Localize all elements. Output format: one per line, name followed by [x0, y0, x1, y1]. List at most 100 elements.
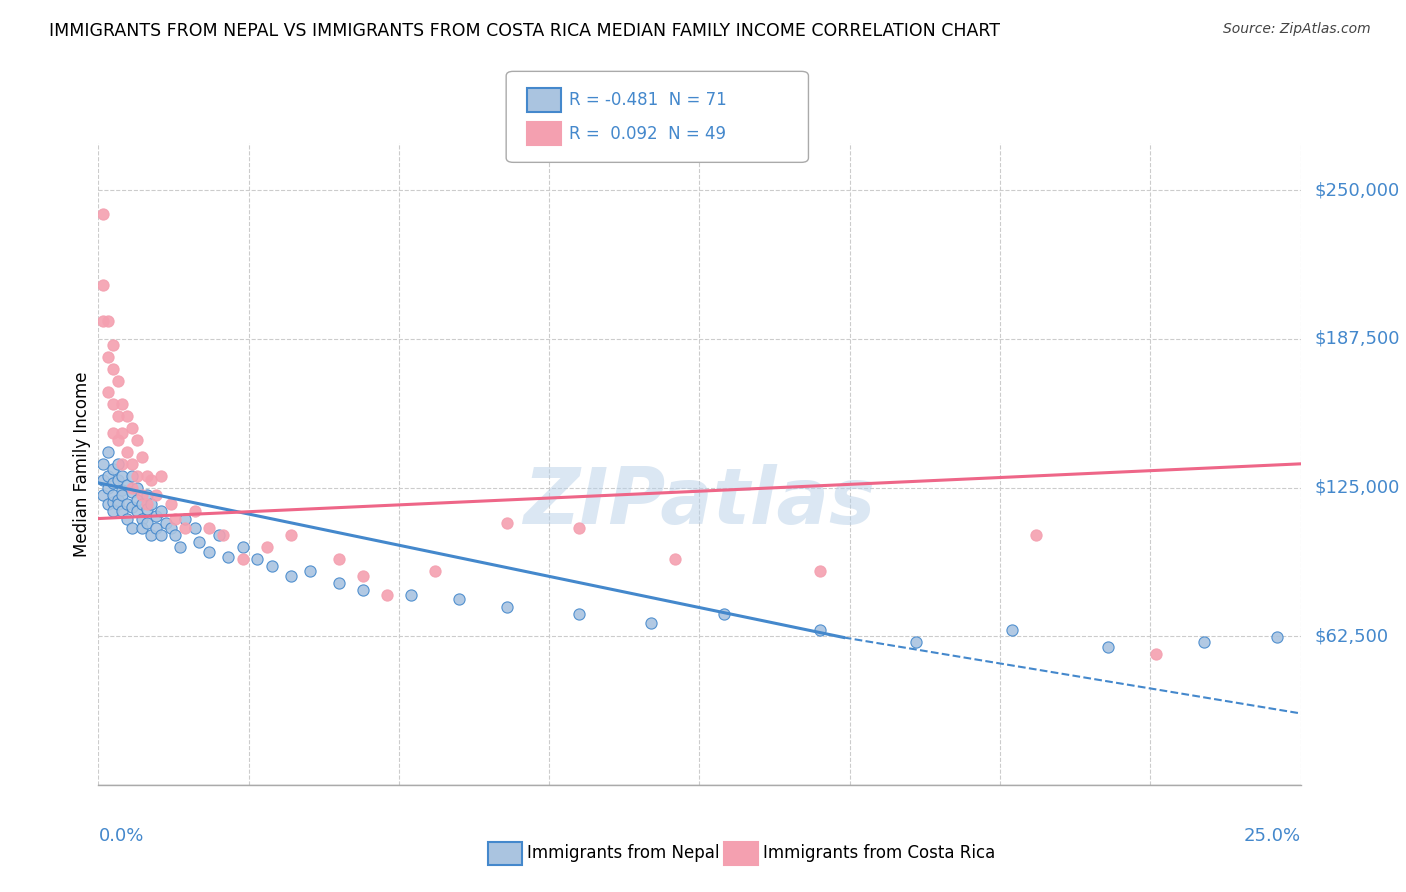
Point	[135, 468, 157, 483]
Point	[101, 397, 124, 411]
Point	[352, 568, 374, 582]
Point	[640, 616, 662, 631]
Point	[91, 457, 114, 471]
Point	[260, 559, 283, 574]
Point	[232, 552, 254, 566]
Point	[121, 421, 143, 435]
Point	[159, 497, 181, 511]
Point	[107, 492, 129, 507]
Point	[121, 457, 143, 471]
Point	[131, 450, 153, 464]
Point	[135, 497, 157, 511]
Point	[97, 468, 120, 483]
Point	[97, 497, 120, 511]
Point	[188, 535, 211, 549]
Point	[141, 528, 163, 542]
Point	[135, 516, 157, 531]
Point	[125, 433, 148, 447]
Point	[145, 488, 167, 502]
Point	[97, 350, 120, 364]
Point	[568, 607, 591, 621]
Point	[111, 397, 134, 411]
Text: 25.0%: 25.0%	[1243, 827, 1301, 845]
Point	[131, 511, 153, 525]
Point	[399, 588, 422, 602]
Text: $62,500: $62,500	[1315, 627, 1389, 645]
Point	[280, 568, 302, 582]
Point	[131, 488, 153, 502]
Point	[145, 509, 167, 524]
Point	[328, 552, 350, 566]
Point	[101, 495, 124, 509]
Point	[121, 468, 143, 483]
Text: R = -0.481  N = 71: R = -0.481 N = 71	[569, 91, 727, 109]
Point	[117, 445, 139, 459]
Point	[808, 624, 831, 638]
Point	[298, 564, 321, 578]
Point	[149, 504, 172, 518]
Point	[107, 374, 129, 388]
Point	[1265, 631, 1288, 645]
Point	[217, 549, 239, 564]
Point	[1097, 640, 1119, 654]
Point	[280, 528, 302, 542]
Point	[101, 461, 124, 475]
Point	[97, 445, 120, 459]
Point	[198, 545, 221, 559]
Point	[212, 528, 235, 542]
Point	[496, 599, 519, 614]
Text: R =  0.092  N = 49: R = 0.092 N = 49	[569, 125, 727, 143]
Point	[447, 592, 470, 607]
Point	[141, 474, 163, 488]
Point	[117, 478, 139, 492]
Point	[111, 483, 134, 497]
Point	[107, 474, 129, 488]
Point	[117, 409, 139, 424]
Point	[256, 540, 278, 554]
Point	[121, 521, 143, 535]
Point	[107, 409, 129, 424]
Point	[125, 504, 148, 518]
Point	[131, 521, 153, 535]
Point	[135, 488, 157, 502]
Point	[107, 457, 129, 471]
Point	[352, 582, 374, 597]
Point	[149, 528, 172, 542]
Point	[131, 497, 153, 511]
Point	[159, 521, 181, 535]
Text: $250,000: $250,000	[1315, 181, 1400, 199]
Point	[107, 433, 129, 447]
Text: ZIPatlas: ZIPatlas	[523, 465, 876, 541]
Point	[568, 521, 591, 535]
Point	[125, 481, 148, 495]
Point	[232, 540, 254, 554]
Point	[91, 488, 114, 502]
Text: Source: ZipAtlas.com: Source: ZipAtlas.com	[1223, 22, 1371, 37]
Point	[145, 521, 167, 535]
Point	[1025, 528, 1047, 542]
Point	[375, 588, 398, 602]
Point	[125, 468, 148, 483]
Point	[91, 207, 114, 221]
Y-axis label: Median Family Income: Median Family Income	[73, 371, 91, 557]
Point	[101, 504, 124, 518]
Point	[101, 338, 124, 352]
Point	[904, 635, 927, 649]
Point	[328, 575, 350, 590]
Point	[183, 521, 205, 535]
Point	[121, 481, 143, 495]
Text: Immigrants from Nepal: Immigrants from Nepal	[527, 844, 720, 862]
Point	[91, 474, 114, 488]
Point	[91, 314, 114, 328]
Text: 0.0%: 0.0%	[98, 827, 143, 845]
Point	[97, 481, 120, 495]
Point	[91, 278, 114, 293]
Point	[808, 564, 831, 578]
Point	[97, 314, 120, 328]
Point	[101, 361, 124, 376]
Point	[117, 497, 139, 511]
Point	[117, 511, 139, 525]
Point	[713, 607, 735, 621]
Point	[121, 500, 143, 514]
Point	[208, 528, 231, 542]
